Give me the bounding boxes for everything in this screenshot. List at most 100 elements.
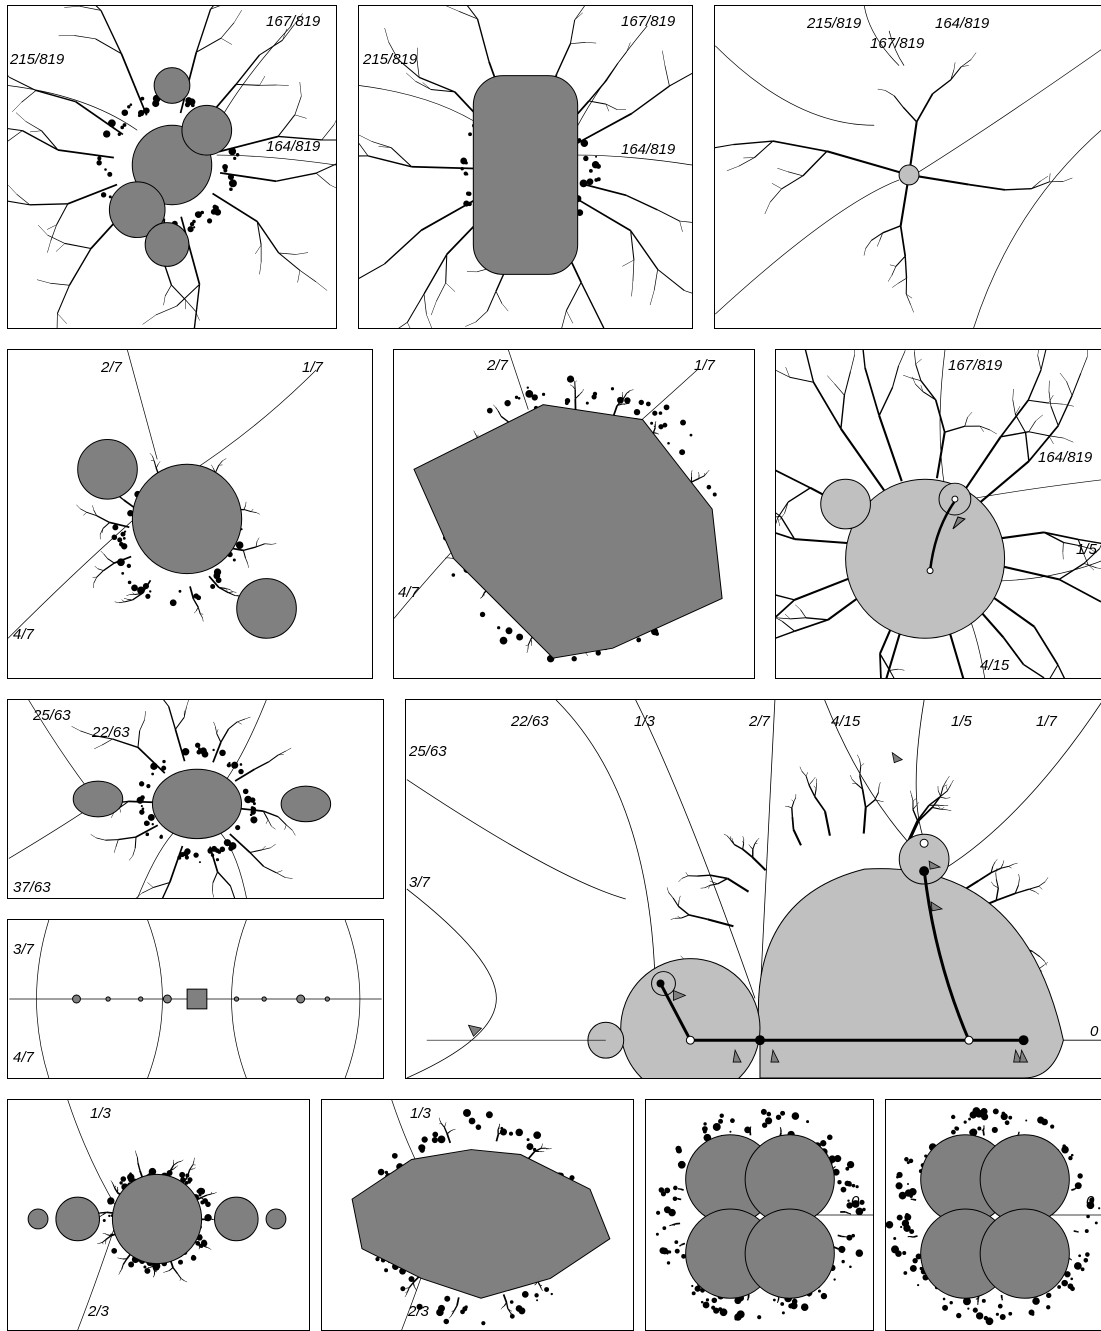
- ray-label: 4/7: [13, 626, 34, 643]
- ray-label: 2/7: [101, 359, 122, 376]
- arc: [928, 500, 956, 571]
- julia-bulb: [27, 1208, 49, 1230]
- julia-bulb: [265, 1208, 287, 1230]
- julia-bulb: [55, 1196, 101, 1242]
- panel-9-mandelbrot: 22/63 1/3 2/7 4/15 1/5 1/7 25/63 3/7 0: [405, 699, 1101, 1079]
- ray-label: 0: [1090, 1023, 1099, 1040]
- marker-point: [964, 1035, 974, 1045]
- fractal-filaments: [715, 52, 1073, 313]
- mandelbrot-drawing: [776, 350, 1101, 678]
- ray-label: 25/63: [409, 743, 447, 760]
- panel-4-julia-set: 2/7 1/7 4/7: [7, 349, 373, 679]
- julia-bulb: [77, 438, 138, 500]
- julia-bulb: [744, 1208, 835, 1299]
- julia-set-drawing: [886, 1107, 1101, 1326]
- ray-label: 1/7: [1036, 713, 1057, 730]
- ray-label: 1/5: [1076, 541, 1097, 558]
- julia-bulb: [111, 1173, 203, 1265]
- ray-label: 0: [851, 1193, 860, 1210]
- ray-label: 215/819: [807, 15, 862, 32]
- ray-label: 2/7: [487, 357, 508, 374]
- panel-8-julia-set: 3/7 4/7: [7, 919, 384, 1079]
- julia-bulb: [151, 768, 243, 840]
- panel-13-julia-set: 0: [885, 1099, 1101, 1331]
- ray-label: 164/819: [935, 15, 990, 32]
- julia-body: [186, 988, 208, 1010]
- bulb: [898, 833, 950, 885]
- julia-bulb: [214, 1196, 259, 1242]
- ray-label: 215/819: [363, 51, 418, 68]
- panel-10-julia-set: 1/3 2/3: [7, 1099, 310, 1331]
- ray-label: 3/7: [13, 941, 34, 958]
- ray-label: 22/63: [92, 724, 130, 741]
- julia-set-drawing: [27, 1100, 287, 1330]
- ray-label: 2/3: [408, 1303, 429, 1320]
- ray-label: 37/63: [13, 879, 51, 896]
- ray-label: 1/7: [694, 357, 715, 374]
- julia-bulb: [144, 222, 190, 267]
- panel-7-julia-set: 25/63 22/63 37/63: [7, 699, 384, 899]
- panel-1-julia-set: 167/819 215/819 164/819: [7, 5, 337, 329]
- marker-point: [951, 495, 959, 503]
- ray-label: 4/7: [13, 1049, 34, 1066]
- ray-label: 1/7: [302, 359, 323, 376]
- ray-label: 1/3: [410, 1105, 431, 1122]
- julia-set-drawing: [8, 350, 317, 639]
- ray-label: 2/7: [749, 713, 770, 730]
- ray-label: 164/819: [266, 138, 321, 155]
- julia-set-drawing: [8, 700, 332, 898]
- marker-point: [685, 1035, 695, 1045]
- panel-3-julia-set: 215/819 164/819 167/819: [714, 5, 1101, 329]
- julia-bulb: [898, 164, 920, 186]
- ray-label: 25/63: [33, 707, 71, 724]
- main-cardioid: [757, 868, 1064, 1078]
- marker-triangle: [952, 516, 966, 530]
- julia-set-drawing: [8, 6, 336, 328]
- ray-label: 1/3: [90, 1105, 111, 1122]
- panel-11-julia-set: 1/3 2/3: [321, 1099, 634, 1331]
- ray-label: 167/819: [621, 13, 676, 30]
- fractal-filaments: [886, 1107, 1101, 1326]
- panel-2-julia-set: 167/819 215/819 164/819: [358, 5, 693, 329]
- julia-set-drawing: [9, 920, 382, 1078]
- julia-set-drawing: [655, 1108, 873, 1321]
- julia-set-drawing: [359, 6, 692, 328]
- marker-point: [656, 979, 665, 988]
- ray-label: 3/7: [409, 874, 430, 891]
- julia-body: [472, 75, 579, 275]
- julia-bulb: [236, 578, 297, 639]
- bulb: [820, 478, 871, 530]
- marker-point: [755, 1035, 765, 1046]
- julia-bulb: [181, 104, 233, 156]
- julia-bulb: [979, 1208, 1070, 1299]
- julia-bulb: [153, 67, 191, 104]
- small-julia-copies: [72, 994, 330, 1004]
- ray-label: 22/63: [511, 713, 549, 730]
- ray-label: 167/819: [266, 13, 321, 30]
- ray-label: 167/819: [870, 35, 925, 52]
- ray-label: 167/819: [948, 357, 1003, 374]
- ray-label: 1/3: [634, 713, 655, 730]
- julia-set-drawing: [351, 1100, 611, 1330]
- ray-label: 4/15: [831, 713, 861, 730]
- marker-point: [919, 866, 930, 877]
- julia-bulb: [131, 463, 243, 575]
- panel-12-julia-set: 0: [645, 1099, 874, 1331]
- ray-label: 0: [1086, 1193, 1095, 1210]
- julia-set-drawing: [715, 6, 1101, 328]
- ray-label: 215/819: [10, 51, 65, 68]
- julia-body: [413, 404, 723, 659]
- ray-label: 164/819: [621, 141, 676, 158]
- ray-label: 4/15: [980, 657, 1010, 674]
- marker-point: [926, 567, 934, 575]
- marker-triangles: [467, 751, 1029, 1063]
- julia-bulb: [72, 780, 124, 818]
- fractal-filaments: [71, 700, 296, 898]
- julia-body: [351, 1149, 611, 1299]
- marker-point: [1018, 1035, 1029, 1046]
- ray-label: 4/7: [398, 584, 419, 601]
- panel-5-julia-set: 2/7 1/7 4/7: [393, 349, 755, 679]
- julia-bulb: [280, 785, 332, 823]
- marker-point: [919, 838, 929, 848]
- ray-label: 164/819: [1038, 449, 1093, 466]
